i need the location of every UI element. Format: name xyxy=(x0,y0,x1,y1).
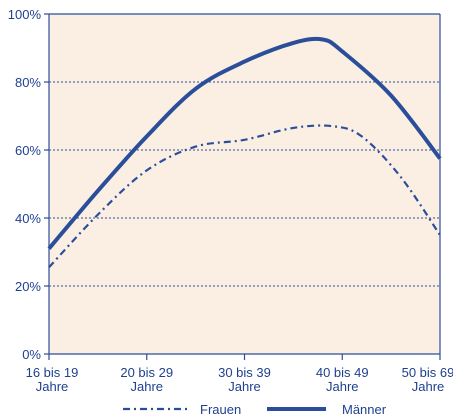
legend-label-männer: Männer xyxy=(342,402,387,417)
x-tick-sublabel: Jahre xyxy=(228,379,261,394)
y-axis: 0% 20% 40% 60% 80% 100% xyxy=(8,7,441,362)
series-lines xyxy=(47,36,442,269)
x-tick-sublabel: Jahre xyxy=(412,379,445,394)
x-tick-sublabel: Jahre xyxy=(130,379,163,394)
legend: Frauen Männer xyxy=(123,402,387,417)
x-tick-sublabel: Jahre xyxy=(326,379,359,394)
x-tick-label: 50 bis 69 xyxy=(402,365,453,380)
x-tick-label: 40 bis 49 xyxy=(316,365,369,380)
legend-label-frauen: Frauen xyxy=(200,402,241,417)
y-tick-label: 100% xyxy=(8,7,42,22)
x-tick-label: 30 bis 39 xyxy=(218,365,271,380)
y-tick-label: 60% xyxy=(15,143,41,158)
y-tick-label: 40% xyxy=(15,211,41,226)
series-line-frauen xyxy=(48,124,441,269)
x-tick-label: 16 bis 19 xyxy=(26,365,79,380)
series-line-männer xyxy=(47,36,442,250)
y-tick-label: 20% xyxy=(15,279,41,294)
plot-background xyxy=(49,14,440,354)
y-tick-label: 80% xyxy=(15,75,41,90)
x-tick-label: 20 bis 29 xyxy=(120,365,173,380)
x-tick-sublabel: Jahre xyxy=(36,379,69,394)
y-tick-label: 0% xyxy=(22,347,41,362)
